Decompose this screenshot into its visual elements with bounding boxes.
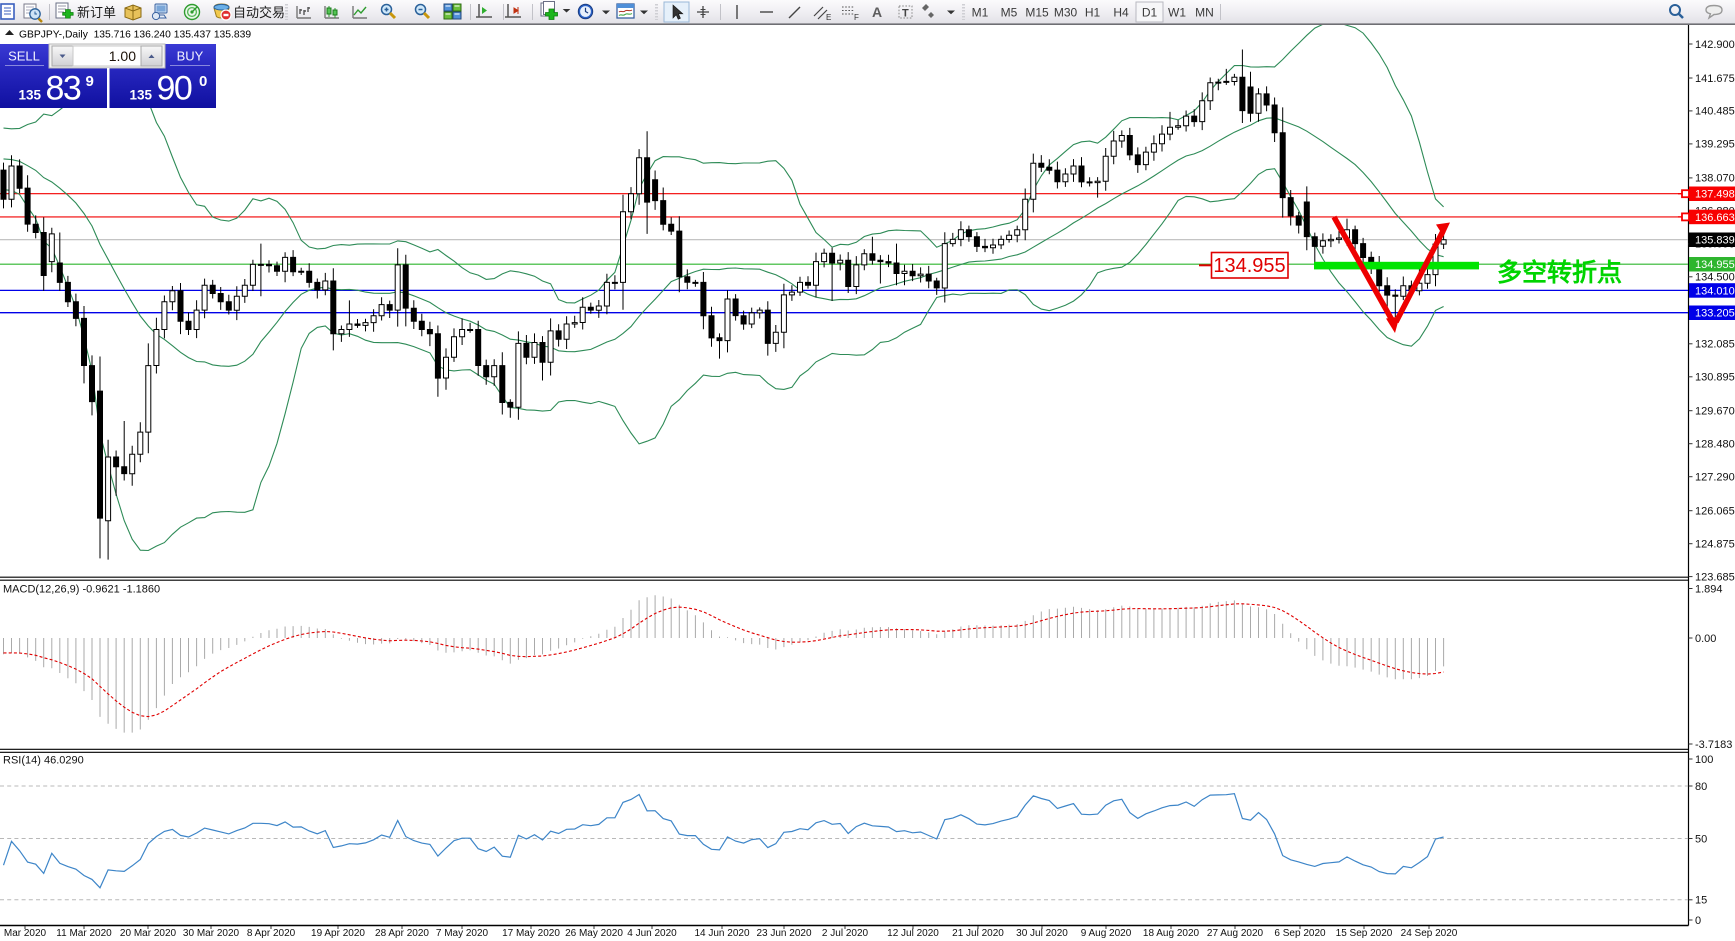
svg-text:A: A (872, 4, 882, 20)
svg-text:142.900: 142.900 (1695, 39, 1735, 51)
svg-text:D1: D1 (1142, 6, 1158, 20)
svg-text:83: 83 (46, 70, 81, 108)
svg-text:134.955: 134.955 (1213, 255, 1285, 277)
svg-text:100: 100 (1695, 754, 1713, 766)
svg-text:127.290: 127.290 (1695, 472, 1735, 484)
svg-text:MN: MN (1195, 6, 1214, 20)
svg-text:H1: H1 (1085, 6, 1101, 20)
svg-text:137.498: 137.498 (1695, 189, 1735, 201)
svg-text:自动交易: 自动交易 (233, 5, 285, 20)
svg-text:134.955: 134.955 (1695, 259, 1735, 271)
svg-text:126.065: 126.065 (1695, 506, 1735, 518)
svg-text:130.895: 130.895 (1695, 372, 1735, 384)
svg-text:11 Mar 2020: 11 Mar 2020 (56, 928, 112, 939)
svg-text:23 Jun 2020: 23 Jun 2020 (756, 928, 811, 939)
svg-text:多空转折点: 多空转折点 (1497, 258, 1622, 287)
svg-text:136.663: 136.663 (1695, 212, 1735, 224)
svg-text:132.085: 132.085 (1695, 339, 1735, 351)
svg-text:M15: M15 (1025, 6, 1049, 20)
svg-text:BUY: BUY (177, 49, 204, 64)
svg-text:9: 9 (86, 73, 94, 90)
svg-text:135.839: 135.839 (1695, 235, 1735, 247)
svg-text:12 Jul 2020: 12 Jul 2020 (887, 928, 939, 939)
svg-text:15: 15 (1695, 895, 1707, 907)
svg-text:2 Jul 2020: 2 Jul 2020 (822, 928, 869, 939)
svg-text:F: F (854, 13, 859, 22)
svg-text:0: 0 (199, 73, 207, 90)
svg-text:123.685: 123.685 (1695, 571, 1735, 583)
svg-text:124.875: 124.875 (1695, 539, 1735, 551)
svg-text:15 Sep 2020: 15 Sep 2020 (1336, 928, 1393, 939)
svg-text:M1: M1 (972, 6, 989, 20)
svg-text:H4: H4 (1113, 6, 1129, 20)
svg-text:80: 80 (1695, 781, 1707, 793)
svg-text:W1: W1 (1168, 6, 1186, 20)
svg-text:GBPJPY-,Daily 135.716 136.240: GBPJPY-,Daily 135.716 136.240 135.437 13… (19, 30, 251, 41)
svg-text:133.205: 133.205 (1695, 308, 1735, 320)
svg-text:6 Sep 2020: 6 Sep 2020 (1274, 928, 1326, 939)
svg-text:7 May 2020: 7 May 2020 (436, 928, 489, 939)
svg-text:135: 135 (129, 88, 152, 103)
svg-text:18 Aug 2020: 18 Aug 2020 (1143, 928, 1200, 939)
svg-text:90: 90 (157, 70, 192, 108)
svg-text:139.295: 139.295 (1695, 139, 1735, 151)
svg-text:138.070: 138.070 (1695, 173, 1735, 185)
svg-text:SELL: SELL (8, 49, 40, 64)
svg-text:M30: M30 (1054, 6, 1078, 20)
svg-text:135: 135 (18, 88, 41, 103)
svg-text:M5: M5 (1001, 6, 1018, 20)
svg-text:新订单: 新订单 (77, 5, 116, 20)
svg-text:30 Mar 2020: 30 Mar 2020 (183, 928, 240, 939)
svg-text:129.670: 129.670 (1695, 406, 1735, 418)
svg-text:20 Mar 2020: 20 Mar 2020 (120, 928, 177, 939)
svg-text:MACD(12,26,9) -0.9621 -1.1860: MACD(12,26,9) -0.9621 -1.1860 (3, 584, 160, 596)
svg-text:9 Aug 2020: 9 Aug 2020 (1081, 928, 1132, 939)
svg-text:27 Aug 2020: 27 Aug 2020 (1207, 928, 1264, 939)
svg-text:E: E (826, 13, 831, 22)
svg-text:4 Jun 2020: 4 Jun 2020 (627, 928, 677, 939)
svg-text:134.500: 134.500 (1695, 272, 1735, 284)
svg-text:50: 50 (1695, 833, 1707, 845)
svg-text:21 Jul 2020: 21 Jul 2020 (952, 928, 1004, 939)
svg-text:14 Jun 2020: 14 Jun 2020 (694, 928, 749, 939)
svg-text:1.894: 1.894 (1695, 583, 1723, 595)
svg-text:24 Sep 2020: 24 Sep 2020 (1401, 928, 1458, 939)
svg-text:134.010: 134.010 (1695, 285, 1735, 297)
svg-text:0.00: 0.00 (1695, 633, 1716, 645)
svg-text:T: T (902, 8, 909, 20)
svg-text:0: 0 (1695, 915, 1701, 927)
svg-text:28 Apr 2020: 28 Apr 2020 (375, 928, 429, 939)
svg-text:26 May 2020: 26 May 2020 (565, 928, 623, 939)
svg-text:128.480: 128.480 (1695, 439, 1735, 451)
svg-text:Mar 2020: Mar 2020 (4, 928, 47, 939)
svg-text:RSI(14) 46.0290: RSI(14) 46.0290 (3, 755, 84, 767)
svg-text:19 Apr 2020: 19 Apr 2020 (311, 928, 365, 939)
svg-text:30 Jul 2020: 30 Jul 2020 (1016, 928, 1068, 939)
svg-text:141.675: 141.675 (1695, 73, 1735, 85)
svg-text:140.485: 140.485 (1695, 106, 1735, 118)
svg-text:-3.7183: -3.7183 (1695, 739, 1732, 751)
svg-text:8 Apr 2020: 8 Apr 2020 (247, 928, 296, 939)
svg-text:1.00: 1.00 (109, 48, 136, 64)
svg-text:17 May 2020: 17 May 2020 (502, 928, 560, 939)
